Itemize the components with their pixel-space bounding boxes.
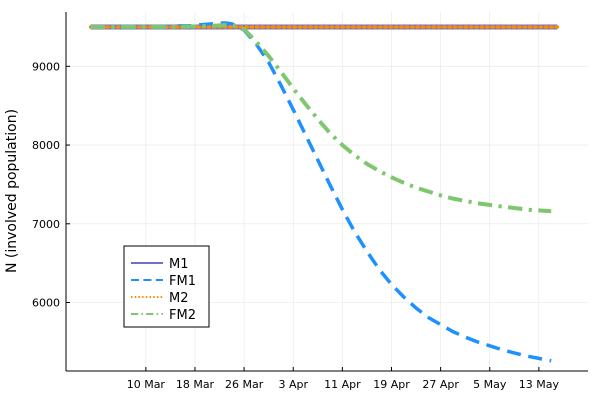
x-tick-label: 11 Apr — [324, 378, 361, 391]
x-tick-label: 26 Mar — [225, 378, 264, 391]
series-line-fm2 — [90, 22, 552, 214]
legend: M1 FM1 M2 FM2 — [123, 245, 210, 328]
y-axis-label: N (involved population) — [4, 109, 20, 273]
y-tick-label: 8000 — [32, 139, 60, 152]
x-tick-label: 5 May — [473, 378, 507, 391]
x-tick-label: 27 Apr — [422, 378, 459, 391]
tick-labels: 10 Mar 18 Mar 26 Mar 3 Apr 11 Apr 19 Apr 27 Ap… — [32, 60, 559, 391]
x-tick-label: 13 May — [519, 378, 560, 391]
series-line-fm1 — [90, 21, 552, 363]
x-tick-label: 19 Apr — [373, 378, 410, 391]
legend-label-fm2: FM2 — [169, 308, 196, 323]
legend-label-m1: M1 — [169, 257, 189, 272]
legend-label-m2: M2 — [169, 291, 189, 306]
y-tick-label: 7000 — [32, 218, 60, 231]
y-tick-label: 6000 — [32, 297, 60, 310]
axes — [65, 12, 588, 372]
legend-label-fm1: FM1 — [169, 274, 196, 289]
x-tick-label: 3 Apr — [278, 378, 308, 391]
x-tick-label: 10 Mar — [127, 378, 166, 391]
series-lines — [88, 21, 560, 363]
grid — [66, 12, 588, 371]
x-tick-label: 18 Mar — [176, 378, 215, 391]
y-tick-label: 9000 — [32, 60, 60, 73]
